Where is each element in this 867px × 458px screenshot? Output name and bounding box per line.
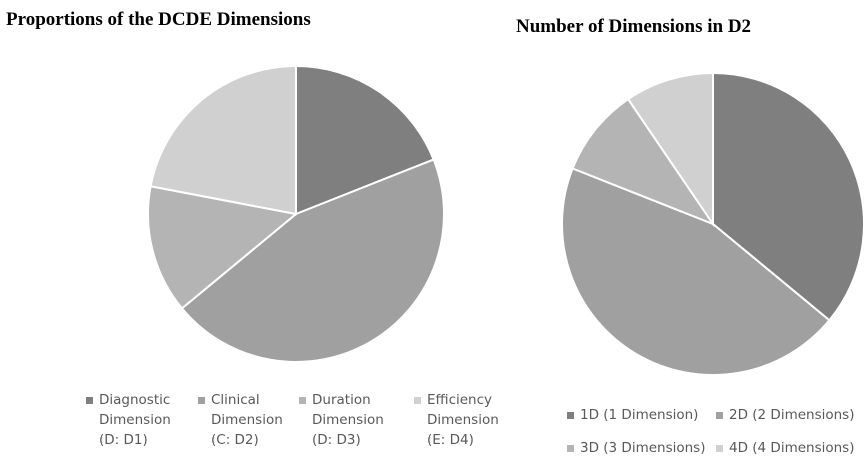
legend-swatch	[567, 445, 574, 452]
legend-label: 1D (1 Dimension)	[580, 407, 699, 423]
legend-item-2d: 2D (2 Dimensions)	[716, 405, 854, 425]
legend-item-diagnostic: Diagnostic Dimension (D: D1)	[86, 390, 171, 450]
legend-label: Diagnostic Dimension (D: D1)	[99, 392, 171, 448]
legend-item-duration: Duration Dimension (D: D3)	[299, 390, 384, 450]
legend-label: 2D (2 Dimensions)	[729, 407, 855, 423]
legend-swatch	[716, 445, 723, 452]
legend-swatch	[299, 397, 306, 404]
legend-label: Clinical Dimension (C: D2)	[211, 392, 283, 448]
legend-label: 3D (3 Dimensions)	[580, 440, 706, 456]
legend-label: Duration Dimension (D: D3)	[312, 392, 384, 448]
legend-label: 4D (4 Dimensions)	[729, 440, 855, 456]
legend-swatch	[716, 412, 723, 419]
chart-title-dimensions-in-d2: Number of Dimensions in D2	[516, 16, 752, 37]
dcde-pie-slice-2	[180, 158, 445, 363]
legend-label: Efficiency Dimension (E: D4)	[427, 392, 499, 448]
legend-swatch	[414, 397, 421, 404]
d2-pie-slice-2	[561, 167, 831, 376]
legend-item-clinical: Clinical Dimension (C: D2)	[198, 390, 283, 450]
legend-item-1d: 1D (1 Dimension)	[567, 405, 698, 425]
legend-item-efficiency: Efficiency Dimension (E: D4)	[414, 390, 499, 450]
d2-pie-slice-4	[626, 71, 714, 228]
chart-title-dcde-proportions: Proportions of the DCDE Dimensions	[6, 9, 311, 30]
legend-swatch	[567, 412, 574, 419]
d2-pie-slice-1	[712, 71, 865, 322]
dcde-pie-slice-4	[149, 64, 297, 216]
legend-swatch	[198, 397, 205, 404]
legend-swatch	[86, 397, 93, 404]
legend-item-4d: 4D (4 Dimensions)	[716, 438, 854, 458]
legend-item-3d: 3D (3 Dimensions)	[567, 438, 705, 458]
dcde-pie-slice-1	[295, 64, 435, 216]
d2-pie-slice-3	[571, 97, 716, 227]
dcde-pie-slice-3	[147, 185, 299, 310]
